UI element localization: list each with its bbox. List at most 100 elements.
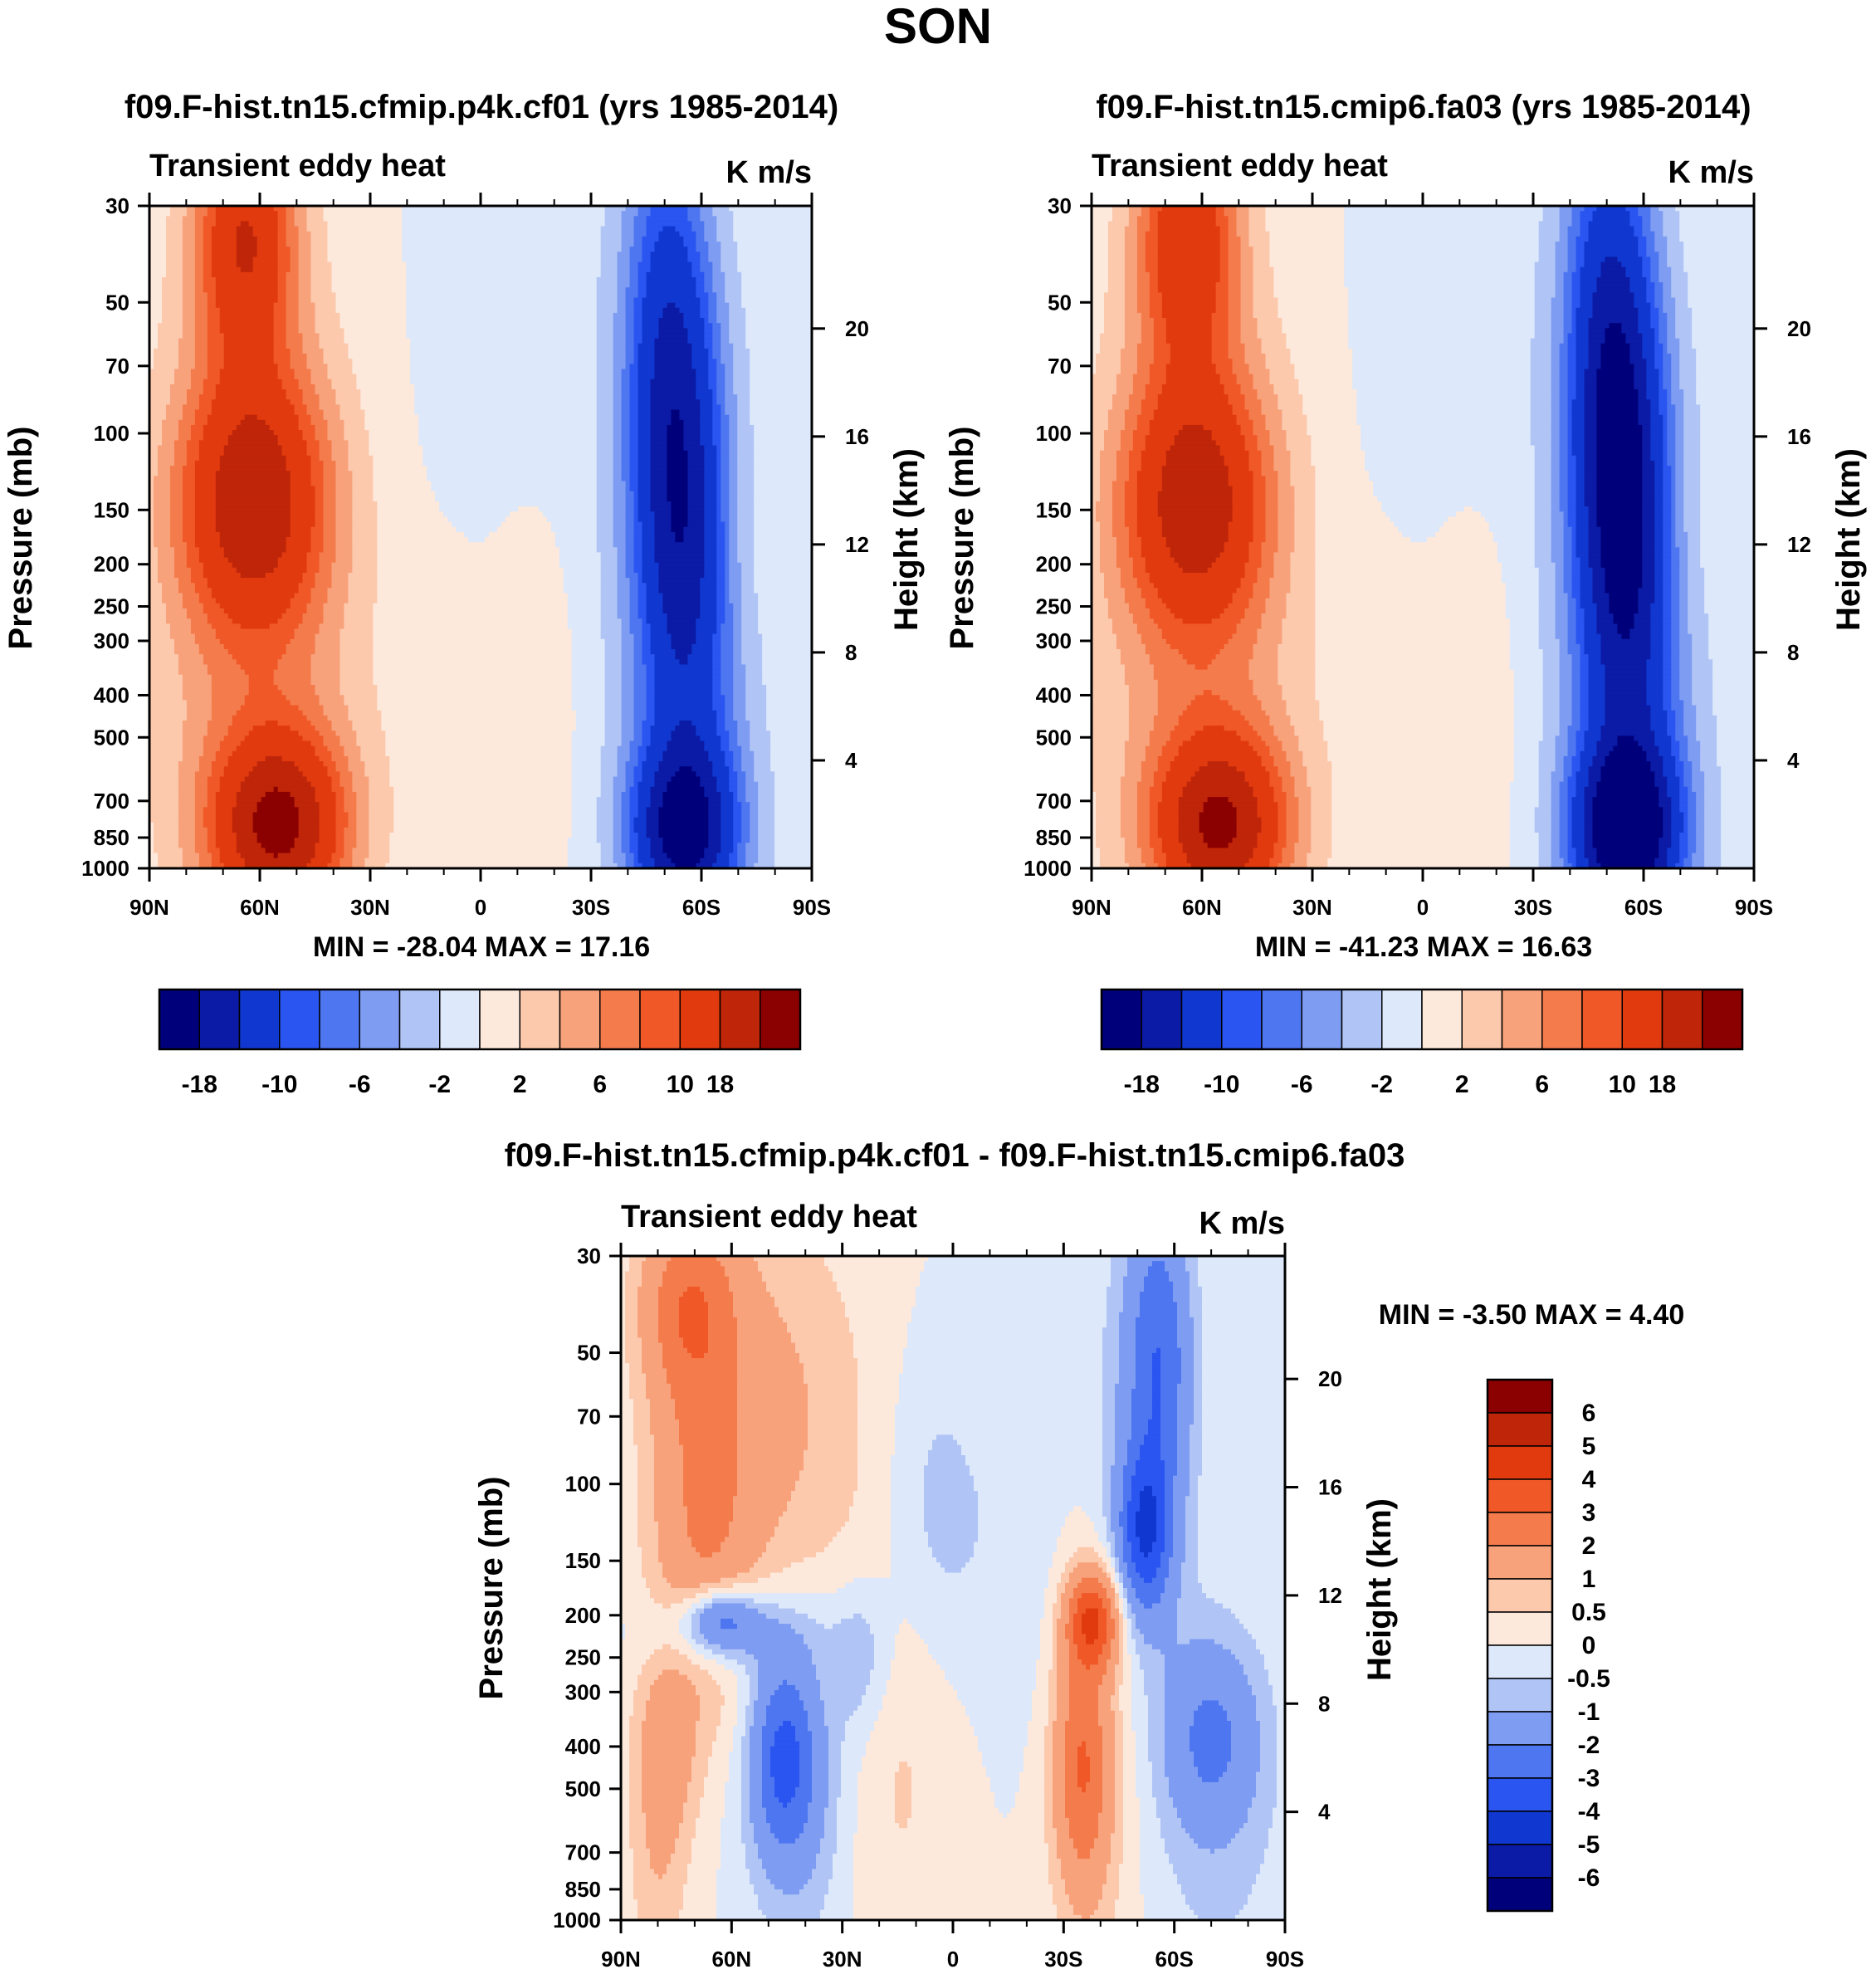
heatmap-cell [1559, 404, 1569, 411]
heatmap-cell [190, 567, 204, 574]
heatmap-cell [754, 761, 771, 767]
heatmap-cell [1596, 486, 1643, 492]
heatmap-cell [306, 715, 329, 721]
heatmap-cell [1373, 486, 1536, 492]
heatmap-cell [629, 455, 639, 462]
heatmap-cell [418, 430, 598, 436]
heatmap-cell [600, 226, 623, 232]
heatmap-cell [1596, 466, 1643, 472]
heatmap-cell [356, 379, 411, 385]
heatmap-cell [1286, 430, 1307, 436]
heatmap-cell [708, 348, 713, 354]
heatmap-cell [1576, 333, 1590, 340]
heatmap-cell [704, 486, 717, 492]
heatmap-cell [149, 369, 175, 375]
heatmap-cell [716, 445, 721, 452]
heatmap-cell [613, 486, 627, 492]
heatmap-cell [286, 343, 304, 349]
heatmap-cell [613, 797, 623, 803]
y-right-tick-label: 8 [845, 640, 857, 665]
heatmap-cell [302, 399, 320, 405]
heatmap-cell [725, 557, 730, 564]
heatmap-cell [1576, 466, 1585, 472]
heatmap-cell [696, 628, 717, 635]
heatmap-cell [223, 333, 275, 340]
heatmap-cell [323, 414, 341, 421]
heatmap-cell [302, 572, 316, 579]
heatmap-cell [1145, 445, 1171, 452]
heatmap-cell [1654, 496, 1663, 502]
heatmap-cell [1642, 343, 1655, 349]
heatmap-cell [277, 266, 291, 273]
heatmap-cell [182, 271, 196, 278]
heatmap-cell [741, 659, 763, 666]
heatmap-cell [149, 318, 163, 324]
heatmap-cell [1559, 491, 1569, 497]
heatmap-cell [1107, 419, 1126, 426]
heatmap-cell [1103, 302, 1126, 309]
heatmap-cell [1294, 531, 1316, 538]
heatmap-cell [302, 348, 325, 354]
heatmap-cell [294, 409, 308, 416]
heatmap-cell [571, 700, 606, 706]
heatmap-cell [571, 638, 606, 645]
heatmap-cell [153, 848, 183, 854]
heatmap-cell [721, 476, 730, 482]
heatmap-cell [207, 419, 242, 426]
heatmap-cell [452, 521, 502, 528]
heatmap-cell [633, 302, 643, 309]
heatmap-cell [613, 440, 623, 447]
heatmap-cell [1278, 511, 1295, 518]
heatmap-cell [621, 226, 635, 232]
heatmap-cell [252, 261, 279, 268]
heatmap-cell [149, 848, 154, 854]
heatmap-cell [190, 578, 208, 584]
heatmap-cell [1584, 374, 1598, 380]
heatmap-cell [633, 776, 643, 783]
heatmap-cell [1654, 343, 1663, 349]
heatmap-cell [1136, 516, 1163, 523]
heatmap-cell [621, 649, 635, 655]
heatmap-cell [248, 690, 283, 696]
heatmap-cell [613, 419, 623, 426]
heatmap-cell [629, 827, 635, 833]
heatmap-cell [642, 236, 660, 242]
heatmap-cell [729, 731, 738, 736]
heatmap-cell [1273, 287, 1349, 293]
heatmap-cell [621, 435, 631, 441]
heatmap-cell [153, 827, 179, 833]
heatmap-cell [335, 506, 353, 512]
heatmap-cell [1642, 333, 1655, 340]
heatmap-cell [1663, 537, 1672, 543]
heatmap-cell [567, 853, 602, 859]
heatmap-cell [1219, 374, 1238, 380]
heatmap-cell [393, 827, 573, 833]
heatmap-cell [153, 501, 171, 507]
heatmap-cell [1559, 430, 1569, 436]
heatmap-cell [1136, 526, 1163, 533]
heatmap-cell [745, 715, 767, 721]
heatmap-cell [319, 695, 345, 701]
heatmap-cell [194, 486, 217, 492]
heatmap-cell [369, 781, 390, 788]
heatmap-cell [625, 781, 635, 788]
heatmap-cell [629, 466, 639, 472]
heatmap-cell [207, 838, 217, 843]
heatmap-cell [211, 690, 250, 696]
heatmap-cell [629, 802, 639, 808]
heatmap-cell [1646, 388, 1659, 395]
heatmap-cell [638, 292, 647, 299]
heatmap-cell [207, 618, 233, 624]
heatmap-cell [182, 282, 196, 288]
heatmap-cell [149, 226, 167, 232]
heatmap-cell [691, 221, 705, 227]
heatmap-cell [1567, 511, 1577, 518]
heatmap-cell [704, 557, 717, 564]
heatmap-cell [182, 491, 196, 497]
heatmap-cell [1269, 247, 1345, 252]
heatmap-cell [613, 786, 627, 793]
heatmap-cell [149, 486, 154, 492]
heatmap-cell [335, 822, 349, 828]
heatmap-cell [704, 552, 717, 559]
heatmap-cell [629, 430, 639, 436]
